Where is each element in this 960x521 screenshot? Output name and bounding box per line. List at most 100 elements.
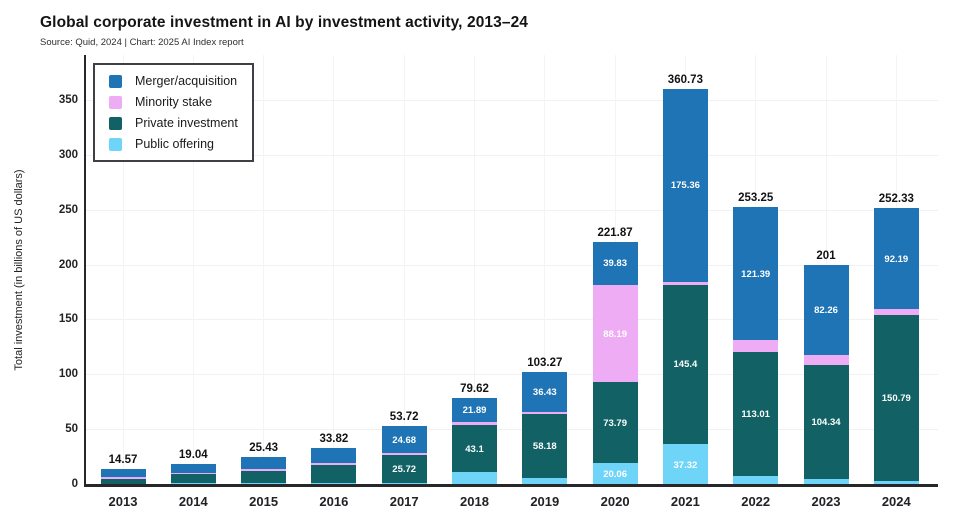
bar-segment-minority-stake-2017 bbox=[381, 453, 427, 456]
bar-segment-merger-acquisition-2018 bbox=[452, 397, 497, 422]
segment-value-label: 21.89 bbox=[462, 404, 487, 416]
gridline-horizontal bbox=[86, 209, 938, 211]
y-axis-title: Total investment (in billions of US doll… bbox=[13, 169, 25, 371]
y-tick-label: 100 bbox=[58, 368, 78, 381]
bar-segment-public-offering-2023 bbox=[803, 479, 849, 485]
segment-value-label: 175.36 bbox=[670, 180, 700, 192]
bar-segment-merger-acquisition-2016 bbox=[311, 447, 357, 463]
bar-segment-public-offering-2018 bbox=[452, 472, 497, 485]
bar-segment-private-investment-2021 bbox=[662, 284, 708, 445]
segment-value-label: 88.19 bbox=[603, 328, 627, 340]
segment-value-label: 104.34 bbox=[811, 416, 841, 428]
segment-value-label: 37.32 bbox=[673, 459, 698, 471]
segment-value-label: 20.06 bbox=[603, 469, 627, 480]
segment-value-label: 24.68 bbox=[392, 434, 417, 446]
bar-segment-public-offering-2022 bbox=[733, 475, 779, 485]
gridline-vertical bbox=[192, 55, 194, 485]
y-tick-label: 50 bbox=[65, 423, 78, 436]
bar-total-label-2021: 360.73 bbox=[667, 74, 703, 87]
bar-segment-minority-stake-2020 bbox=[592, 285, 638, 383]
legend-swatch-public-offering bbox=[109, 137, 122, 151]
segment-value-label: 43.1 bbox=[465, 443, 484, 455]
legend-label-merger-acquisition: Merger/acquisition bbox=[135, 74, 238, 88]
y-tick-label: 350 bbox=[58, 94, 78, 107]
gridline-horizontal bbox=[86, 319, 938, 321]
legend-item-minority-stake: Minority stake bbox=[109, 95, 238, 109]
gridline-vertical bbox=[333, 55, 335, 485]
segment-value-label: 92.19 bbox=[884, 253, 909, 265]
bar-segment-merger-acquisition-2015 bbox=[241, 457, 287, 470]
bar-segment-private-investment-2024 bbox=[873, 315, 919, 481]
bar-segment-minority-stake-2021 bbox=[662, 281, 708, 285]
plot-area: 14.57 19.04 25.43 33.82 25.72 24.68 53.72 43.1 2… bbox=[86, 55, 938, 485]
x-tick-label-2020: 2020 bbox=[600, 494, 630, 509]
gridline-horizontal bbox=[86, 429, 938, 431]
bar-segment-public-offering-2021 bbox=[662, 444, 708, 485]
bar-segment-private-investment-2015 bbox=[241, 470, 287, 483]
bar-segment-private-investment-2014 bbox=[170, 473, 216, 484]
bar-segment-public-offering-2019 bbox=[522, 478, 568, 485]
gridline-horizontal bbox=[86, 264, 938, 266]
x-tick-label-2017: 2017 bbox=[389, 494, 419, 509]
y-axis-line bbox=[84, 55, 86, 486]
bar-segment-minority-stake-2014 bbox=[170, 472, 216, 474]
x-tick-label-2015: 2015 bbox=[249, 494, 279, 509]
y-tick-label: 0 bbox=[71, 478, 78, 490]
segment-value-label: 25.72 bbox=[392, 464, 417, 476]
gridline-vertical bbox=[403, 55, 405, 485]
bar-segment-minority-stake-2015 bbox=[241, 469, 287, 471]
gridline-horizontal bbox=[86, 100, 938, 102]
legend-item-merger-acquisition: Merger/acquisition bbox=[109, 74, 238, 88]
bar-total-label-2020: 221.87 bbox=[597, 226, 633, 239]
bar-segment-private-investment-2016 bbox=[311, 464, 357, 483]
x-tick-label-2023: 2023 bbox=[811, 494, 841, 509]
bar-segment-public-offering-2016 bbox=[311, 482, 357, 485]
bar-segment-minority-stake-2018 bbox=[452, 421, 497, 425]
bar-segment-minority-stake-2013 bbox=[100, 477, 146, 479]
legend-swatch-private-investment bbox=[109, 116, 122, 130]
x-tick-label-2014: 2014 bbox=[178, 494, 208, 509]
legend-item-public-offering: Public offering bbox=[109, 137, 238, 151]
legend-swatch-merger-acquisition bbox=[109, 74, 122, 88]
bar-segment-merger-acquisition-2023 bbox=[803, 264, 849, 355]
bar-segment-merger-acquisition-2020 bbox=[592, 241, 638, 286]
bar-segment-private-investment-2023 bbox=[803, 364, 849, 480]
bar-segment-minority-stake-2023 bbox=[803, 354, 849, 365]
bar-total-label-2024: 252.33 bbox=[878, 193, 914, 206]
x-tick-label-2024: 2024 bbox=[881, 494, 911, 509]
x-tick-label-2022: 2022 bbox=[741, 494, 771, 509]
bar-segment-minority-stake-2022 bbox=[733, 340, 779, 352]
chart-subtitle: Source: Quid, 2024 | Chart: 2025 AI Inde… bbox=[40, 37, 244, 48]
chart-title: Global corporate investment in AI by inv… bbox=[40, 14, 529, 31]
bar-segment-private-investment-2019 bbox=[522, 414, 568, 479]
segment-value-label: 39.83 bbox=[603, 258, 627, 270]
x-tick-label-2016: 2016 bbox=[319, 494, 349, 509]
x-tick-label-2019: 2019 bbox=[530, 494, 560, 509]
segment-value-label: 121.39 bbox=[741, 268, 771, 280]
segment-value-label: 145.4 bbox=[673, 359, 698, 371]
gridline-horizontal bbox=[86, 374, 938, 376]
legend-label-minority-stake: Minority stake bbox=[135, 95, 213, 109]
bar-total-label-2015: 25.43 bbox=[249, 442, 278, 455]
bar-segment-private-investment-2013 bbox=[100, 478, 146, 485]
gridline-horizontal bbox=[86, 154, 938, 156]
bar-total-label-2022: 253.25 bbox=[738, 192, 774, 205]
bar-segment-minority-stake-2016 bbox=[311, 462, 357, 465]
gridline-vertical bbox=[122, 55, 124, 485]
segment-value-label: 82.26 bbox=[814, 304, 838, 316]
bar-segment-public-offering-2024 bbox=[873, 480, 919, 485]
segment-value-label: 113.01 bbox=[741, 408, 770, 420]
gridline-vertical bbox=[474, 55, 475, 485]
gridline-vertical bbox=[263, 55, 265, 485]
legend-item-private-investment: Private investment bbox=[109, 116, 238, 130]
segment-value-label: 58.18 bbox=[532, 441, 557, 453]
y-tick-label: 150 bbox=[58, 313, 78, 326]
segment-value-label: 36.43 bbox=[532, 386, 557, 398]
bar-segment-merger-acquisition-2024 bbox=[873, 208, 919, 310]
y-tick-label: 300 bbox=[58, 148, 78, 161]
bar-segment-minority-stake-2019 bbox=[522, 411, 568, 415]
bar-segment-private-investment-2020 bbox=[592, 382, 638, 463]
x-tick-label-2013: 2013 bbox=[108, 494, 138, 509]
bar-total-label-2013: 14.57 bbox=[108, 454, 138, 467]
